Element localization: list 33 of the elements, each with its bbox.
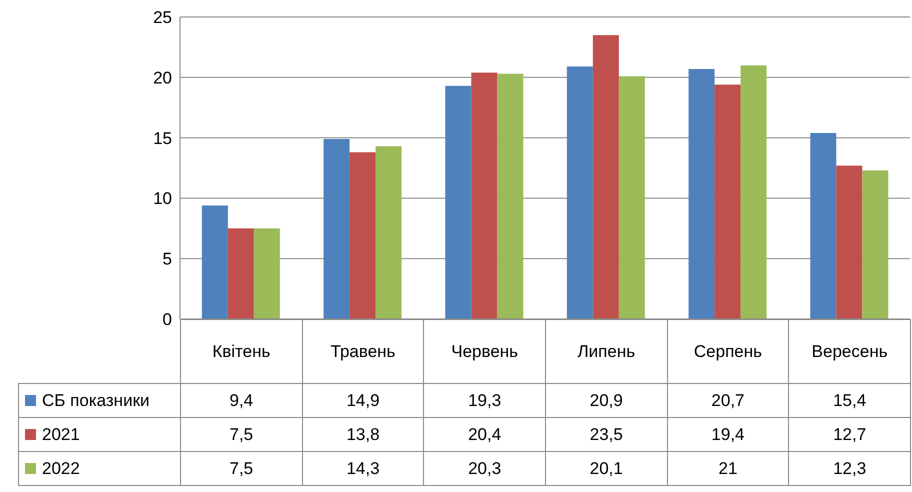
y-tick-label: 20 [153, 68, 172, 88]
legend-label: 2021 [18, 418, 180, 452]
data-label: 14,3 [302, 452, 424, 486]
data-label: 7,5 [180, 452, 302, 486]
data-label: 9,4 [180, 384, 302, 418]
data-label: 15,4 [788, 384, 910, 418]
data-label: 19,3 [424, 384, 546, 418]
data-label: 12,7 [788, 418, 910, 452]
data-label: 20,7 [667, 384, 789, 418]
data-label: 20,3 [424, 452, 546, 486]
data-label: 20,1 [545, 452, 668, 486]
data-label: 13,8 [302, 418, 424, 452]
data-label: 21 [667, 452, 789, 486]
data-label: 12,3 [788, 452, 910, 486]
x-tick-label: Липень [545, 320, 668, 384]
y-tick-label: 10 [153, 189, 172, 208]
y-tick-label: 0 [162, 310, 172, 330]
data-label: 20,4 [424, 418, 546, 452]
legend-label: 2022 [18, 452, 180, 486]
data-label: 20,9 [545, 384, 668, 418]
data-label: 19,4 [667, 418, 789, 452]
x-tick-label: Серпень [667, 320, 789, 384]
data-label: 23,5 [545, 418, 668, 452]
data-label: 14,9 [302, 384, 424, 418]
legend-label: СБ показники [18, 384, 180, 418]
x-tick-label: Травень [302, 320, 424, 384]
x-tick-label: Червень [424, 320, 546, 384]
y-tick-label: 15 [153, 128, 172, 148]
y-tick-label: 5 [162, 250, 172, 269]
y-tick-label: 25 [153, 8, 172, 28]
data-label: 7,5 [180, 418, 302, 452]
x-tick-label: Квітень [180, 320, 302, 384]
x-tick-label: Вересень [788, 320, 910, 384]
